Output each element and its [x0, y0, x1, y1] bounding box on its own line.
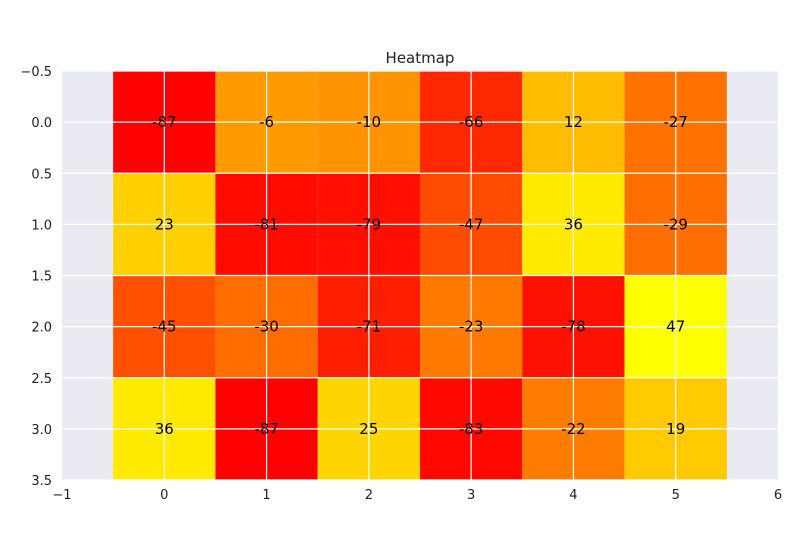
x-tick-label: 3 [467, 488, 475, 503]
x-tick-label: 1 [262, 488, 270, 503]
y-tick-label: 1.5 [31, 270, 52, 285]
y-axis-ticks: −0.5 0.0 0.5 1.0 1.5 2.0 2.5 3.0 3.5 [20, 65, 52, 489]
cell-value-label: 19 [666, 420, 685, 438]
cell-value-label: -45 [152, 318, 177, 336]
x-tick-label: 0 [160, 488, 168, 503]
y-tick-label: 3.0 [31, 423, 52, 438]
cell-value-label: -71 [357, 318, 382, 336]
cell-value-label: -22 [561, 420, 586, 438]
cell-value-label: -23 [459, 318, 484, 336]
x-tick-label: −1 [52, 488, 71, 503]
cell-value-label: -66 [459, 113, 484, 131]
x-tick-label: 2 [365, 488, 373, 503]
x-tick-label: 5 [672, 488, 680, 503]
y-tick-label: −0.5 [20, 65, 52, 80]
cell-value-label: 47 [666, 318, 685, 336]
cell-value-label: -87 [152, 113, 177, 131]
cell-value-label: 12 [564, 113, 583, 131]
cell-value-label: -30 [254, 318, 279, 336]
x-tick-label: 4 [569, 488, 577, 503]
y-tick-label: 0.5 [31, 167, 52, 182]
cell-value-label: -87 [254, 420, 279, 438]
cell-value-label: -29 [663, 215, 688, 233]
cell-value-label: -47 [459, 215, 484, 233]
x-tick-label: 6 [774, 488, 782, 503]
chart-title: Heatmap [386, 49, 455, 67]
cell-value-label: -83 [459, 420, 484, 438]
cell-value-label: 23 [155, 215, 174, 233]
cell-value-label: -81 [254, 215, 279, 233]
cell-value-label: -6 [259, 113, 274, 131]
x-axis-ticks: −1 0 1 2 3 4 5 6 [52, 488, 782, 503]
cell-value-label: 25 [359, 420, 378, 438]
cell-value-label: -79 [357, 215, 382, 233]
cell-value-label: 36 [155, 420, 174, 438]
cell-value-label: -78 [561, 318, 586, 336]
y-tick-label: 3.5 [31, 474, 52, 489]
y-tick-label: 2.0 [31, 321, 52, 336]
cell-value-label: -27 [663, 113, 688, 131]
y-tick-label: 1.0 [31, 218, 52, 233]
grid-lines [62, 70, 778, 481]
y-tick-label: 2.5 [31, 372, 52, 387]
cell-labels: -87 -6 -10 -66 12 -27 23 -81 -79 -47 36 -29 -45 -30 -7… [152, 113, 688, 438]
cell-value-label: -10 [357, 113, 382, 131]
cell-value-label: 36 [564, 215, 583, 233]
y-tick-label: 0.0 [31, 116, 52, 131]
